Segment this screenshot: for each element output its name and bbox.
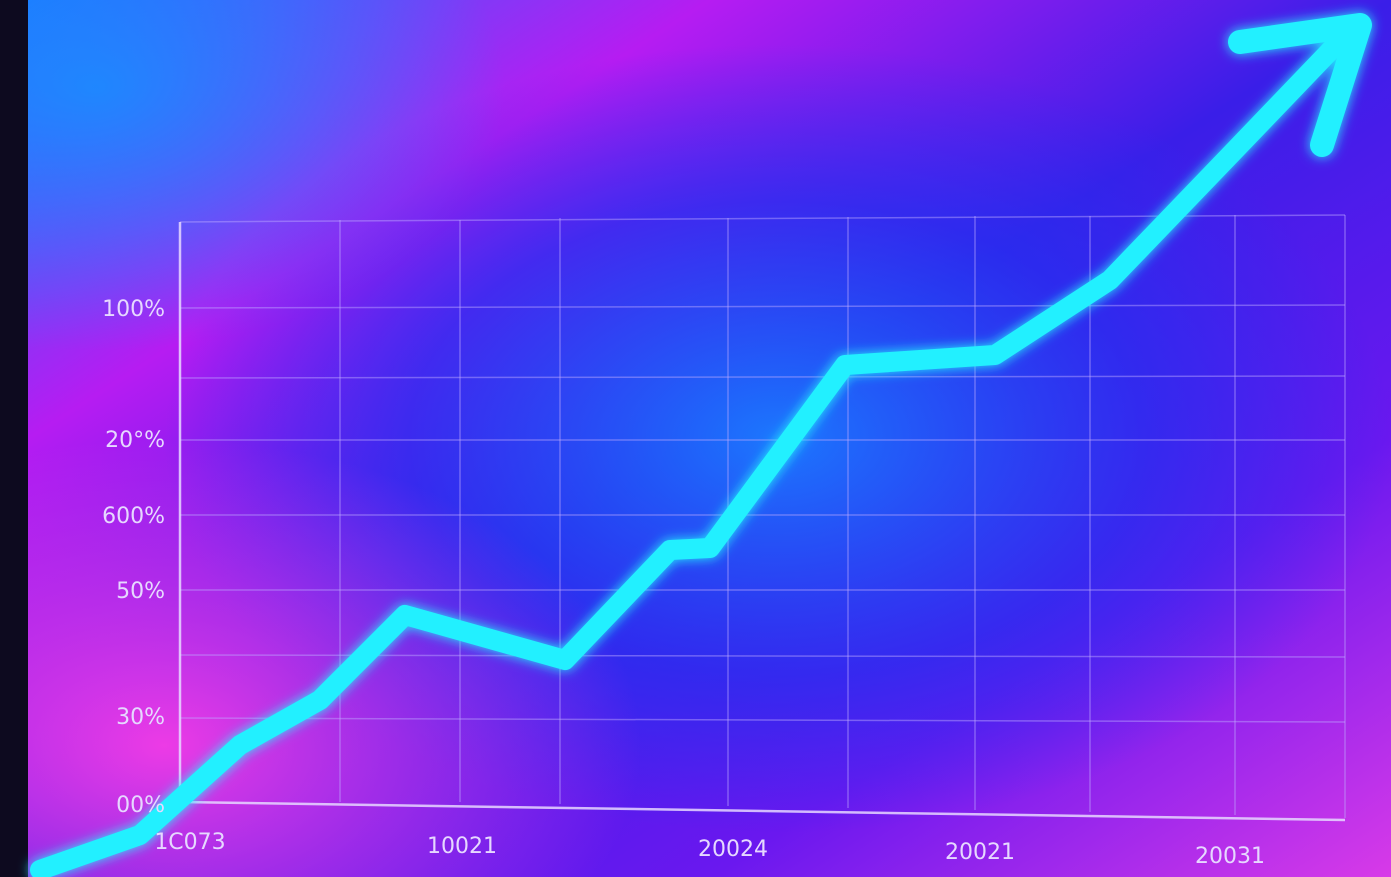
y-label: 20°% [105,428,165,453]
y-label: 600% [102,504,165,529]
y-label: 100% [102,297,165,322]
grid [179,214,1346,818]
y-label: 50% [116,579,165,604]
x-label: 1C073 [154,830,225,855]
x-label: 20024 [698,837,768,862]
trend-line [30,13,1372,877]
x-label: 20021 [945,840,1015,865]
x-labels: 1C073 10021 20024 20021 20031 [154,830,1265,869]
x-label: 10021 [427,834,497,859]
y-label: 00% [116,793,165,818]
y-label: 30% [116,705,165,730]
x-axis [179,800,1346,822]
y-labels: 100% 20°% 600% 50% 30% 00% [102,297,165,818]
x-label: 20031 [1195,844,1265,869]
